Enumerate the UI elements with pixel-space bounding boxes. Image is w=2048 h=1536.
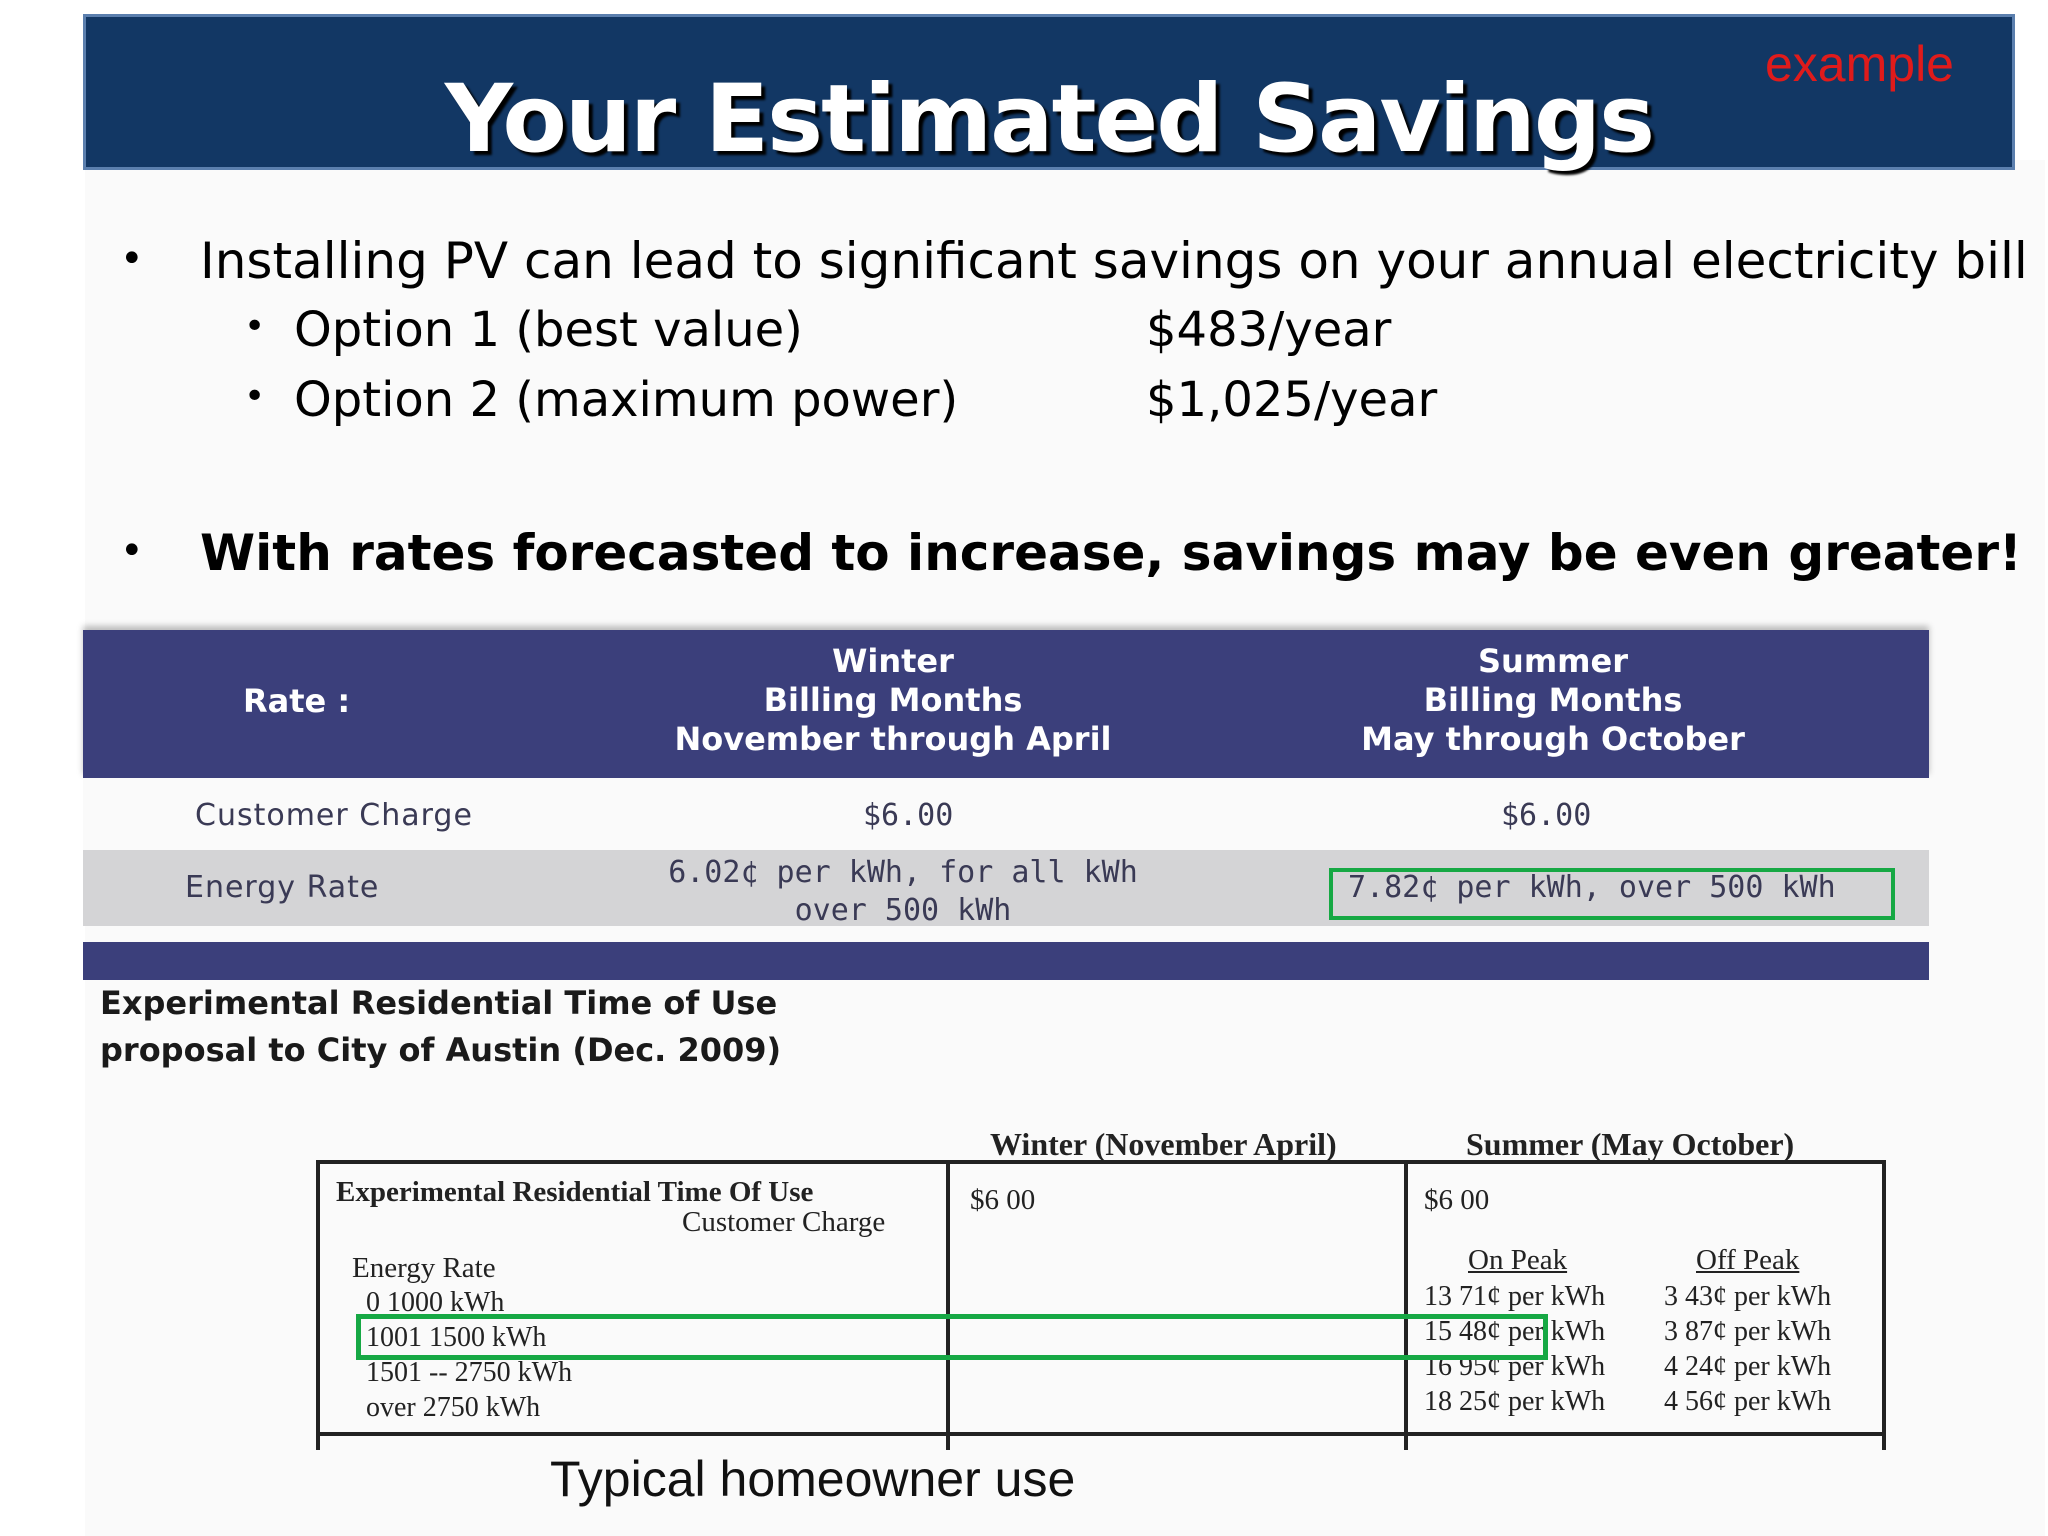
tou-tier: 1001 1500 kWh bbox=[366, 1322, 547, 1353]
on-peak-rate: 15 48¢ per kWh bbox=[1424, 1316, 1606, 1347]
summer-value: 7.82¢ per kWh, over 500 kWh bbox=[1348, 870, 1836, 905]
tou-tier: over 2750 kWh bbox=[366, 1392, 541, 1423]
header-winter-line: Winter bbox=[832, 642, 954, 680]
header-summer-line: Summer bbox=[1478, 642, 1628, 680]
bullet-main-text: Installing PV can lead to significant sa… bbox=[200, 232, 2028, 290]
header-summer: Summer Billing Months May through Octobe… bbox=[1313, 642, 1793, 759]
tou-tick bbox=[1404, 1432, 1408, 1450]
tou-table-border bbox=[316, 1160, 1886, 1450]
tou-divider bbox=[946, 1160, 950, 1448]
header-winter: Winter Billing Months November through A… bbox=[653, 642, 1133, 759]
tou-tier: 0 1000 kWh bbox=[366, 1287, 505, 1318]
tou-summer-charge: $6 00 bbox=[1424, 1184, 1490, 1216]
table-row-energy-rate: Energy Rate 6.02¢ per kWh, for all kWh o… bbox=[83, 850, 1929, 928]
experimental-caption: Experimental Residential Time of Use pro… bbox=[100, 980, 781, 1074]
tou-tick bbox=[946, 1432, 950, 1450]
row-label: Customer Charge bbox=[195, 798, 473, 833]
off-peak-rate: 3 43¢ per kWh bbox=[1664, 1281, 1832, 1312]
option-1-amount: $483/year bbox=[1146, 302, 1392, 358]
slide-title: Your Estimated Savings bbox=[444, 65, 1655, 174]
header-winter-line: Billing Months bbox=[763, 681, 1023, 719]
typical-use-caption: Typical homeowner use bbox=[550, 1451, 1076, 1507]
header-rate: Rate : bbox=[243, 682, 351, 720]
bullet-dot-icon: • bbox=[120, 236, 144, 282]
tou-winter-charge: $6 00 bbox=[970, 1184, 1036, 1216]
bullet-emphasis-text: With rates forecasted to increase, savin… bbox=[200, 524, 2022, 582]
caption-line: proposal to City of Austin (Dec. 2009) bbox=[100, 1031, 782, 1069]
title-banner: Your Estimated Savings example bbox=[83, 14, 2015, 174]
off-peak-rate: 4 24¢ per kWh bbox=[1664, 1351, 1832, 1382]
caption-line: Experimental Residential Time of Use bbox=[100, 984, 778, 1022]
off-peak-label: Off Peak bbox=[1696, 1244, 1800, 1276]
on-peak-label: On Peak bbox=[1468, 1244, 1568, 1276]
rate-table-header: Rate : Winter Billing Months November th… bbox=[83, 630, 1929, 778]
tou-energy-rate-label: Energy Rate bbox=[352, 1252, 496, 1284]
header-winter-line: November through April bbox=[674, 720, 1112, 758]
bullet-dot-icon: • bbox=[244, 306, 266, 347]
tou-title: Experimental Residential Time Of Use bbox=[336, 1176, 814, 1208]
tou-bottom-rule bbox=[316, 1432, 1886, 1436]
row-label: Energy Rate bbox=[185, 870, 380, 905]
off-peak-rate: 4 56¢ per kWh bbox=[1664, 1386, 1832, 1417]
summer-value: $6.00 bbox=[1501, 798, 1592, 833]
header-summer-line: Billing Months bbox=[1423, 681, 1683, 719]
tou-tick bbox=[316, 1432, 320, 1450]
tou-header-summer: Summer (May October) bbox=[1466, 1126, 1795, 1162]
rate-table-footer-bar bbox=[83, 942, 1929, 980]
option-1-label: Option 1 (best value) bbox=[294, 302, 803, 358]
tou-customer-charge-label: Customer Charge bbox=[682, 1206, 886, 1238]
winter-value: $6.00 bbox=[863, 798, 954, 833]
on-peak-rate: 13 71¢ per kWh bbox=[1424, 1281, 1606, 1312]
tou-tick bbox=[1882, 1432, 1886, 1450]
tou-header-winter: Winter (November April) bbox=[990, 1126, 1337, 1162]
tou-tier: 1501 -- 2750 kWh bbox=[366, 1357, 573, 1388]
option-2-label: Option 2 (maximum power) bbox=[294, 372, 959, 428]
example-tag: example bbox=[1765, 36, 1954, 92]
off-peak-rate: 3 87¢ per kWh bbox=[1664, 1316, 1832, 1347]
table-row-customer-charge: Customer Charge $6.00 $6.00 bbox=[83, 778, 1929, 850]
tou-divider bbox=[1404, 1160, 1408, 1448]
highlight-box bbox=[1329, 868, 1895, 920]
highlight-box bbox=[356, 1314, 1548, 1360]
option-2-amount: $1,025/year bbox=[1146, 372, 1438, 428]
bullet-dot-icon: • bbox=[244, 376, 266, 417]
winter-value: 6.02¢ per kWh, for all kWh over 500 kWh bbox=[668, 855, 1138, 928]
bullet-dot-icon: • bbox=[120, 528, 144, 574]
header-summer-line: May through October bbox=[1361, 720, 1745, 758]
on-peak-rate: 18 25¢ per kWh bbox=[1424, 1386, 1606, 1417]
